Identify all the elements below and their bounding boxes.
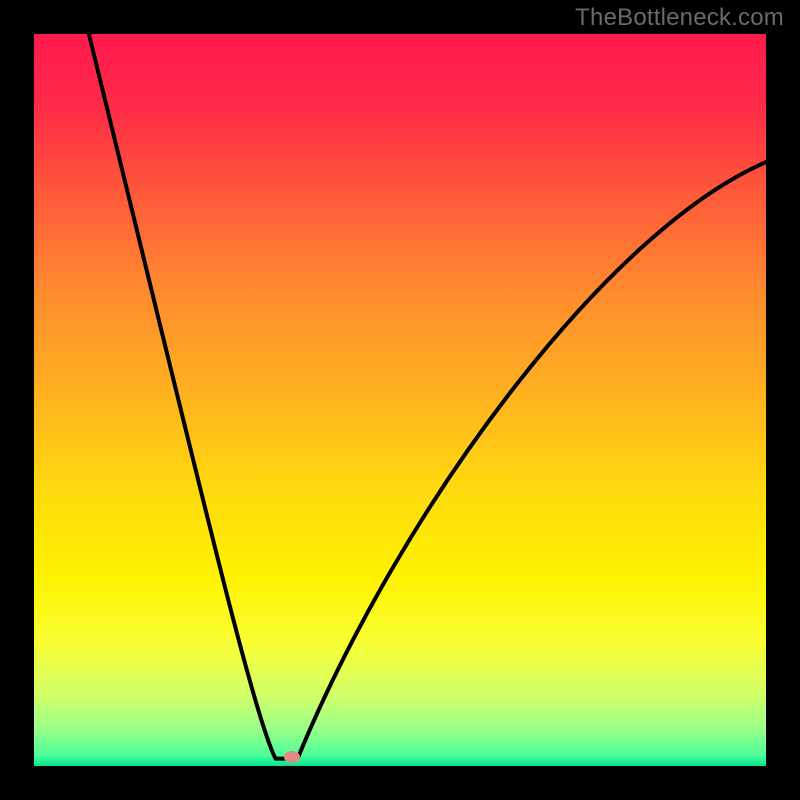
optimum-marker	[284, 751, 300, 763]
chart-container: TheBottleneck.com	[0, 0, 800, 800]
watermark-text: TheBottleneck.com	[575, 4, 784, 32]
curve-path	[89, 34, 766, 759]
plot-area	[34, 34, 766, 766]
bottleneck-curve	[34, 34, 766, 766]
